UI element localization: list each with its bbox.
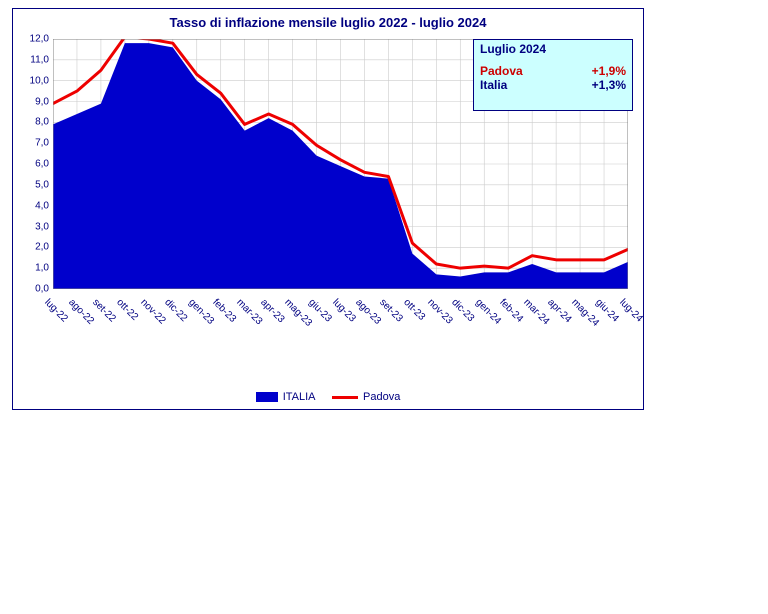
x-tick-label: lug-24 (617, 297, 644, 324)
legend-label: ITALIA (283, 391, 315, 403)
y-tick-label: 2,0 (19, 242, 49, 253)
x-tick-label: ago-22 (66, 297, 96, 327)
chart-container: Tasso di inflazione mensile luglio 2022 … (0, 0, 768, 614)
y-tick-label: 3,0 (19, 221, 49, 232)
summary-value: +1,3% (592, 78, 626, 92)
x-tick-label: nov-23 (426, 297, 455, 326)
chart-frame: Tasso di inflazione mensile luglio 2022 … (12, 8, 644, 410)
legend-label: Padova (363, 391, 400, 403)
x-tick-label: set-23 (378, 297, 405, 324)
x-tick-label: gen-23 (186, 297, 216, 327)
y-tick-label: 7,0 (19, 138, 49, 149)
summary-label: Padova (480, 64, 523, 78)
y-tick-label: 12,0 (19, 34, 49, 45)
x-tick-label: lug-23 (330, 297, 357, 324)
summary-box: Luglio 2024 Padova +1,9% Italia +1,3% (473, 39, 633, 111)
summary-row-italia: Italia +1,3% (480, 78, 626, 92)
legend: ITALIA Padova (13, 391, 643, 403)
x-tick-label: feb-24 (497, 297, 525, 325)
x-tick-label: ott-23 (402, 297, 428, 323)
summary-title: Luglio 2024 (480, 42, 626, 56)
chart-title: Tasso di inflazione mensile luglio 2022 … (13, 15, 643, 30)
legend-swatch-italia (256, 392, 278, 402)
x-tick-label: ott-22 (114, 297, 140, 323)
y-tick-label: 1,0 (19, 263, 49, 274)
y-tick-label: 6,0 (19, 159, 49, 170)
y-tick-label: 0,0 (19, 284, 49, 295)
summary-label: Italia (480, 78, 507, 92)
y-tick-label: 8,0 (19, 117, 49, 128)
y-tick-label: 4,0 (19, 200, 49, 211)
y-tick-label: 5,0 (19, 179, 49, 190)
y-tick-label: 11,0 (19, 54, 49, 65)
summary-row-padova: Padova +1,9% (480, 64, 626, 78)
x-tick-label: nov-22 (138, 297, 167, 326)
y-tick-label: 10,0 (19, 75, 49, 86)
x-tick-label: lug-22 (42, 297, 69, 324)
legend-swatch-padova (332, 396, 358, 399)
summary-value: +1,9% (592, 64, 626, 78)
y-tick-label: 9,0 (19, 96, 49, 107)
